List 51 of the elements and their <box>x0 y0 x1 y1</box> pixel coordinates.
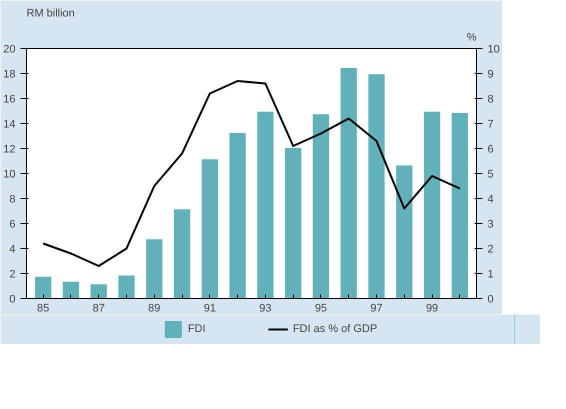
y2-tick-label: 9 <box>488 68 494 80</box>
y-axis-title: RM billion <box>26 8 75 20</box>
bar <box>62 282 80 298</box>
y2-tick-label: 1 <box>488 268 494 280</box>
x-tick-label: 91 <box>204 302 216 314</box>
y-tick-label: 20 <box>3 44 16 56</box>
legend-label: FDI <box>188 323 207 335</box>
bar <box>90 284 107 298</box>
y-tick-label: 10 <box>3 168 16 180</box>
y2-tick-label: 3 <box>488 218 494 230</box>
y-tick-label: 4 <box>9 244 16 256</box>
bar <box>257 112 274 298</box>
y-tick-label: 8 <box>9 194 16 206</box>
bar <box>202 159 218 298</box>
bar <box>312 114 330 298</box>
y-tick-label: 0 <box>9 294 16 306</box>
x-tick-label: 87 <box>92 302 105 314</box>
y2-axis-title: % <box>466 32 477 44</box>
y2-tick-label: 5 <box>488 168 494 180</box>
bar <box>229 133 246 298</box>
y2-tick-label: 8 <box>488 94 494 106</box>
y-tick-label: 16 <box>3 94 16 106</box>
bar <box>174 209 190 298</box>
bar <box>340 68 357 298</box>
y-tick-label: 18 <box>3 68 16 80</box>
y2-tick-label: 4 <box>488 194 494 206</box>
x-tick-label: 85 <box>37 302 50 314</box>
legend-label: FDI as % of GDP <box>292 323 378 335</box>
y-tick-label: 6 <box>9 218 16 230</box>
bar <box>285 148 302 298</box>
x-tick-label: 99 <box>426 302 438 314</box>
x-tick-label: 95 <box>314 302 328 314</box>
bar <box>118 276 135 298</box>
y2-tick-label: 2 <box>488 244 494 256</box>
bar <box>368 74 385 298</box>
x-tick-label: 89 <box>148 302 160 314</box>
x-tick-label: 93 <box>259 302 272 314</box>
bar <box>424 112 440 298</box>
y-tick-label: 2 <box>9 268 16 280</box>
x-tick-label: 97 <box>370 302 383 314</box>
y2-tick-label: 6 <box>488 144 494 156</box>
y-tick-label: 14 <box>3 118 16 130</box>
y2-tick-label: 0 <box>488 294 494 306</box>
bar <box>146 239 162 298</box>
y-tick-label: 12 <box>3 144 16 156</box>
line-series <box>42 80 461 267</box>
bar <box>396 166 412 298</box>
bar <box>452 113 468 298</box>
y2-tick-label: 7 <box>488 118 494 130</box>
y2-tick-label: 10 <box>488 44 500 56</box>
bar <box>35 276 52 298</box>
